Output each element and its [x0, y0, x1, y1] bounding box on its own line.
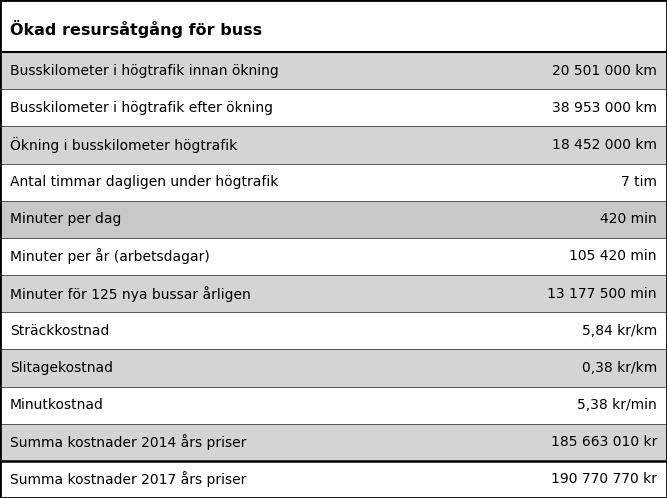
Text: 190 770 770 kr: 190 770 770 kr	[551, 473, 657, 487]
Text: Slitagekostnad: Slitagekostnad	[10, 361, 113, 375]
Text: Minuter för 125 nya bussar årligen: Minuter för 125 nya bussar årligen	[10, 286, 251, 302]
Text: Summa kostnader 2017 års priser: Summa kostnader 2017 års priser	[10, 472, 246, 488]
Text: Minuter per år (arbetsdagar): Minuter per år (arbetsdagar)	[10, 249, 209, 264]
Text: 5,38 kr/min: 5,38 kr/min	[577, 398, 657, 412]
Bar	[0, 0, 667, 52]
Bar	[0, 238, 667, 275]
Text: Minutkostnad: Minutkostnad	[10, 398, 104, 412]
Text: 20 501 000 km: 20 501 000 km	[552, 64, 657, 78]
Text: 420 min: 420 min	[600, 212, 657, 226]
Text: 18 452 000 km: 18 452 000 km	[552, 138, 657, 152]
Text: 105 420 min: 105 420 min	[570, 249, 657, 263]
Text: 0,38 kr/km: 0,38 kr/km	[582, 361, 657, 375]
Bar	[0, 52, 667, 89]
Bar	[0, 126, 667, 163]
Bar	[0, 89, 667, 126]
Text: 7 tim: 7 tim	[621, 175, 657, 189]
Text: Minuter per dag: Minuter per dag	[10, 212, 121, 226]
Bar	[0, 201, 667, 238]
Text: 13 177 500 min: 13 177 500 min	[548, 286, 657, 301]
Bar	[0, 312, 667, 349]
Bar	[0, 461, 667, 498]
Bar	[0, 386, 667, 424]
Text: Ökning i busskilometer högtrafik: Ökning i busskilometer högtrafik	[10, 137, 237, 153]
Text: 38 953 000 km: 38 953 000 km	[552, 101, 657, 115]
Bar	[0, 349, 667, 386]
Bar	[0, 275, 667, 312]
Text: 5,84 kr/km: 5,84 kr/km	[582, 324, 657, 338]
Text: Busskilometer i högtrafik efter ökning: Busskilometer i högtrafik efter ökning	[10, 101, 273, 115]
Text: Ökad resursåtgång för buss: Ökad resursåtgång för buss	[10, 19, 262, 38]
Text: 185 663 010 kr: 185 663 010 kr	[551, 435, 657, 449]
Bar	[0, 163, 667, 201]
Text: Antal timmar dagligen under högtrafik: Antal timmar dagligen under högtrafik	[10, 175, 278, 189]
Text: Summa kostnader 2014 års priser: Summa kostnader 2014 års priser	[10, 434, 246, 450]
Text: Sträckkostnad: Sträckkostnad	[10, 324, 109, 338]
Bar	[0, 424, 667, 461]
Text: Busskilometer i högtrafik innan ökning: Busskilometer i högtrafik innan ökning	[10, 64, 279, 78]
